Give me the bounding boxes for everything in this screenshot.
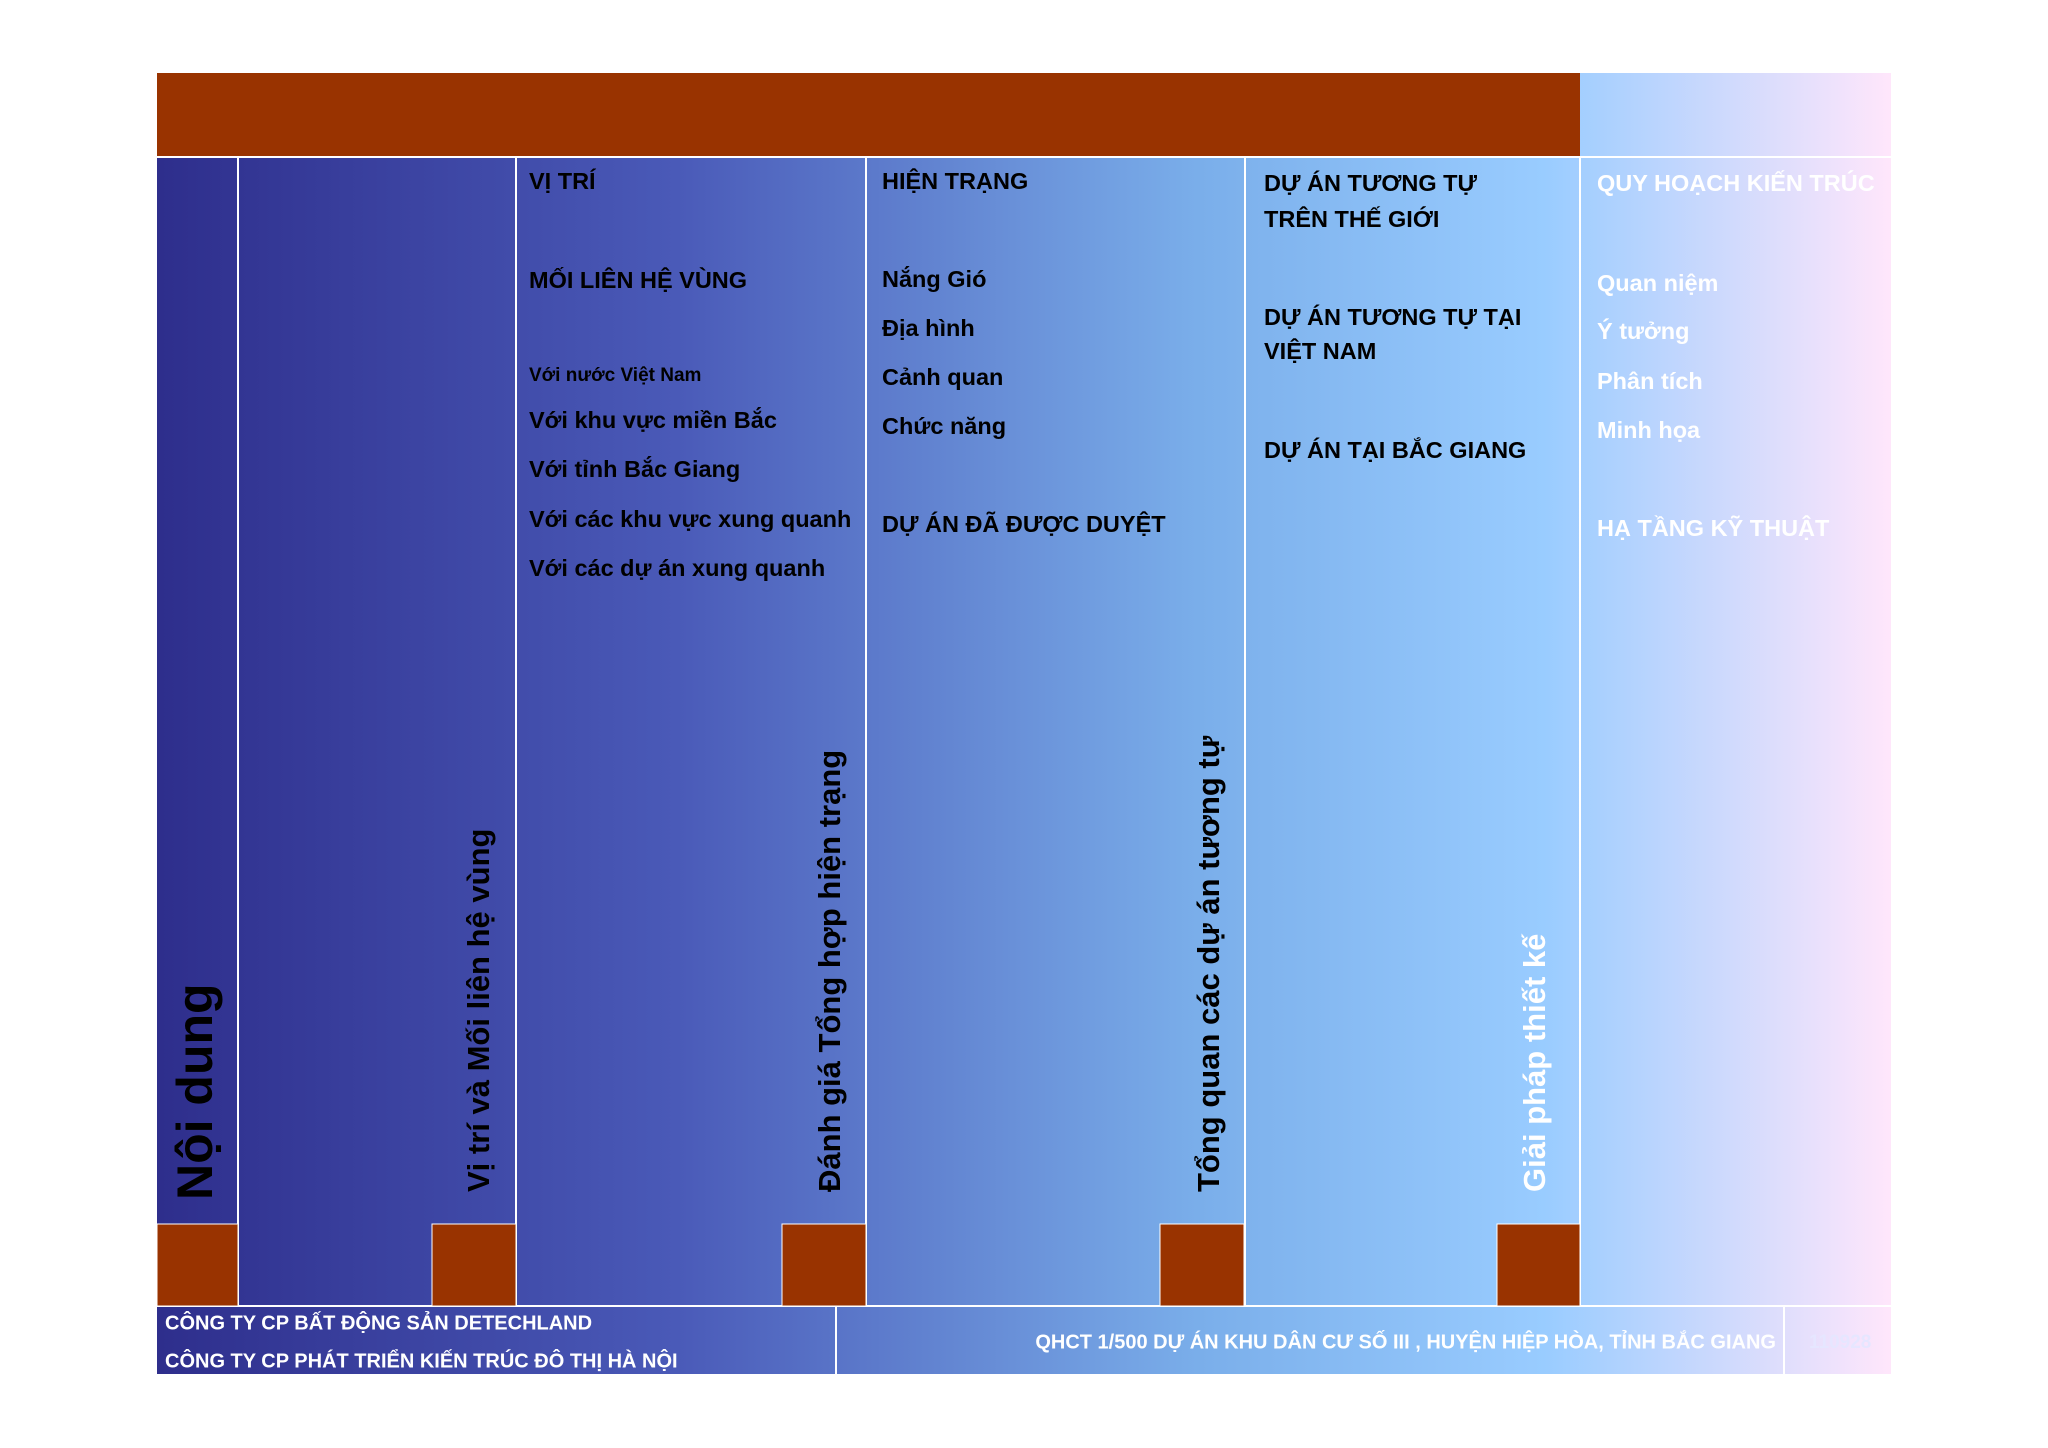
section-item: Với khu vực miền Bắc — [529, 406, 777, 433]
footer-project: QHCT 1/500 DỰ ÁN KHU DÂN CƯ SỐ III , HUY… — [1035, 1329, 1776, 1353]
section-item: Ý tưởng — [1597, 317, 1689, 344]
footer-code: 110928 — [1809, 1332, 1871, 1353]
section-item: HẠ TẦNG KỸ THUẬT — [1597, 514, 1830, 541]
top-bar — [157, 73, 1580, 157]
section-item: Địa hình — [882, 315, 975, 341]
section-item: Quan niệm — [1597, 270, 1718, 296]
section-item: VỊ TRÍ — [529, 167, 597, 194]
section-item: Nắng Gió — [882, 265, 986, 292]
corner-blocks — [156, 1223, 1581, 1307]
sidebar-title: Nội dung — [167, 983, 223, 1200]
section-item: Minh họa — [1597, 417, 1701, 443]
section-item: Cảnh quan — [882, 364, 1003, 390]
section-item: HIỆN TRẠNG — [882, 167, 1028, 194]
section-item: VIỆT NAM — [1264, 337, 1376, 364]
section-item: MỐI LIÊN HỆ VÙNG — [529, 266, 747, 293]
section-item: QUY HOẠCH KIẾN TRÚC — [1597, 169, 1875, 196]
section-item: Chức năng — [882, 413, 1006, 439]
section-item: DỰ ÁN TƯƠNG TỰ TẠI — [1264, 303, 1521, 330]
section-item: Với nước Việt Nam — [529, 365, 701, 386]
section-item: DỰ ÁN ĐÃ ĐƯỢC DUYỆT — [882, 510, 1166, 537]
section-vertical-label: Giải pháp thiết kế — [1517, 933, 1552, 1192]
section-vertical-label: Tổng quan các dự án tương tự — [1191, 735, 1226, 1192]
section-item: Với tỉnh Bắc Giang — [529, 455, 740, 482]
section-item: Phân tích — [1597, 368, 1703, 394]
background — [157, 73, 1891, 1374]
footer-company: CÔNG TY CP BẤT ĐỘNG SẢN DETECHLAND — [165, 1310, 592, 1334]
section-item: Với các khu vực xung quanh — [529, 506, 851, 532]
section-item: DỰ ÁN TẠI BẮC GIANG — [1264, 436, 1526, 463]
footer-company: CÔNG TY CP PHÁT TRIỂN KIẾN TRÚC ĐÔ THỊ H… — [165, 1348, 678, 1372]
section-vertical-label: Vị trí và Mối liên hệ vùng — [461, 829, 496, 1192]
section-item: TRÊN THẾ GIỚI — [1264, 205, 1439, 232]
section-vertical-label: Đánh giá Tổng hợp hiện trạng — [812, 750, 847, 1192]
section-item: Với các dự án xung quanh — [529, 555, 825, 581]
section-item: DỰ ÁN TƯƠNG TỰ — [1264, 169, 1477, 196]
